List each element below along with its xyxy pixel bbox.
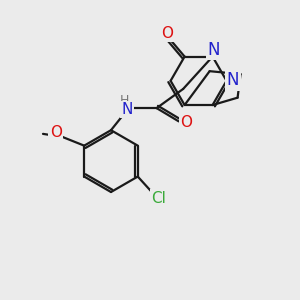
Text: N: N <box>122 102 133 117</box>
Text: O: O <box>50 125 62 140</box>
Text: O: O <box>161 26 173 40</box>
Text: O: O <box>180 115 192 130</box>
Text: Cl: Cl <box>151 190 166 206</box>
Text: H: H <box>119 94 129 107</box>
Text: N: N <box>208 41 220 59</box>
Text: N: N <box>227 71 239 89</box>
